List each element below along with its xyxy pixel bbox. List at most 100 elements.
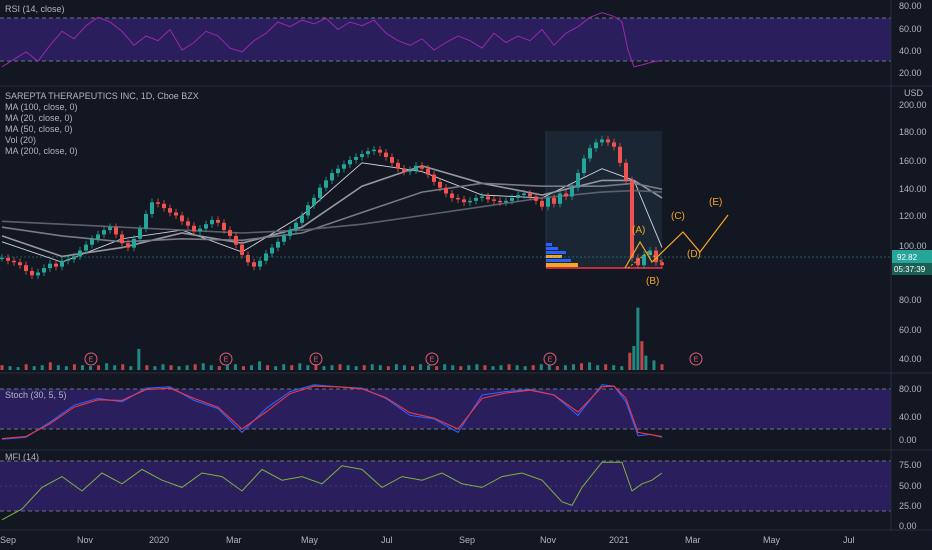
volume-bar bbox=[652, 360, 656, 370]
candle-body bbox=[558, 193, 562, 204]
volume-bar bbox=[632, 346, 636, 370]
ma-line bbox=[1, 164, 663, 258]
candle-body bbox=[30, 271, 34, 276]
volume-bar bbox=[640, 341, 644, 370]
stoch-legend[interactable]: Stoch (30, 5, 5) bbox=[5, 390, 67, 400]
volume-bar bbox=[314, 364, 318, 370]
candle-body bbox=[90, 238, 94, 245]
candle-body bbox=[108, 227, 112, 231]
earnings-marker[interactable] bbox=[309, 352, 323, 366]
volume-bar bbox=[56, 365, 60, 370]
candle-body bbox=[480, 196, 484, 198]
candle-body bbox=[78, 250, 82, 257]
candle-body bbox=[330, 173, 334, 181]
time-axis[interactable]: Sep Nov 2020 Mar May Jul Sep Nov 2021 Ma… bbox=[0, 535, 855, 545]
earnings-marker[interactable] bbox=[689, 352, 703, 366]
wave-label-e[interactable]: (E) bbox=[709, 197, 722, 208]
currency-label: USD bbox=[904, 88, 924, 98]
volume-pane[interactable] bbox=[0, 307, 664, 370]
volume-bar bbox=[644, 355, 648, 370]
volume-bar bbox=[523, 366, 527, 370]
symbol-title[interactable]: SAREPTA THERAPEUTICS INC, 1D, Cboe BZX bbox=[5, 91, 199, 101]
volume-bar bbox=[185, 365, 189, 370]
volume-bar bbox=[410, 366, 414, 370]
earnings-marker[interactable] bbox=[219, 352, 233, 366]
price-badge[interactable] bbox=[892, 250, 932, 263]
volume-bar bbox=[483, 365, 487, 370]
volume-bar bbox=[362, 365, 366, 370]
volume-bar bbox=[266, 365, 270, 370]
candle-body bbox=[408, 170, 412, 172]
price-axis[interactable]: 80.00 60.00 40.00 20.00 USD 200.00 180.0… bbox=[890, 0, 932, 531]
candle-body bbox=[546, 197, 550, 207]
time-label: 2021 bbox=[609, 535, 629, 545]
candle-body bbox=[534, 196, 538, 201]
stoch-tick: 0.00 bbox=[899, 435, 917, 445]
candle-body bbox=[48, 263, 52, 269]
indicator-ma20[interactable]: MA (20, close, 0) bbox=[5, 113, 73, 123]
rsi-tick: 40.00 bbox=[899, 46, 922, 56]
wave-label-d[interactable]: (D) bbox=[687, 249, 701, 260]
volume-profile-region[interactable] bbox=[546, 131, 662, 268]
stoch-pane[interactable]: Stoch (30, 5, 5) bbox=[0, 384, 891, 440]
volume-bar bbox=[555, 366, 559, 370]
candle-body bbox=[594, 142, 598, 149]
pane-separators[interactable] bbox=[0, 85, 932, 531]
volume-bar bbox=[443, 364, 447, 370]
volume-bar bbox=[612, 365, 616, 370]
candle-body bbox=[564, 193, 568, 197]
volume-bar bbox=[282, 364, 286, 370]
earnings-marker[interactable] bbox=[543, 352, 557, 366]
candle-body bbox=[354, 157, 358, 160]
volume-bar bbox=[459, 366, 463, 370]
volume-bar bbox=[370, 364, 374, 370]
volume-bar bbox=[580, 363, 584, 370]
indicator-ma100[interactable]: MA (100, close, 0) bbox=[5, 102, 78, 112]
mfi-pane[interactable]: MFI (14) bbox=[0, 452, 891, 521]
candle-body bbox=[252, 262, 256, 267]
rsi-tick: 80.00 bbox=[899, 1, 922, 11]
rsi-tick: 60.00 bbox=[899, 24, 922, 34]
earnings-marker[interactable] bbox=[425, 352, 439, 366]
price-pane[interactable]: SAREPTA THERAPEUTICS INC, 1D, Cboe BZX M… bbox=[0, 91, 891, 287]
candle-body bbox=[516, 195, 520, 198]
candle-body bbox=[72, 256, 76, 260]
rsi-legend[interactable]: RSI (14, close) bbox=[5, 4, 65, 14]
wave-label-b[interactable]: (B) bbox=[646, 276, 659, 287]
volume-bar bbox=[97, 365, 101, 370]
candle-body bbox=[156, 202, 160, 204]
indicator-ma200[interactable]: MA (200, close, 0) bbox=[5, 146, 78, 156]
volume-bar bbox=[596, 365, 600, 370]
candle-body bbox=[138, 228, 142, 239]
candle-body bbox=[576, 173, 580, 188]
candle-body bbox=[294, 222, 298, 231]
candle-body bbox=[240, 244, 244, 255]
mfi-legend[interactable]: MFI (14) bbox=[5, 452, 39, 462]
volume-bar bbox=[435, 366, 439, 370]
earnings-marker[interactable] bbox=[84, 352, 98, 366]
volume-bar bbox=[241, 366, 245, 370]
wave-path bbox=[624, 214, 729, 269]
volume-bar bbox=[563, 365, 567, 370]
candle-body bbox=[318, 187, 322, 198]
wave-label-a[interactable]: (A) bbox=[632, 225, 645, 236]
volume-bar bbox=[346, 365, 350, 370]
volume-bar bbox=[427, 365, 431, 370]
candle-body bbox=[450, 193, 454, 198]
volume-bar bbox=[588, 362, 592, 370]
earnings-markers[interactable]: E E E E E E bbox=[84, 352, 703, 366]
candle-body bbox=[360, 154, 364, 157]
candle-body bbox=[96, 234, 100, 239]
volume-bar bbox=[8, 366, 12, 370]
candle-body bbox=[132, 238, 136, 248]
indicator-ma50[interactable]: MA (50, close, 0) bbox=[5, 124, 73, 134]
countdown-badge[interactable] bbox=[892, 263, 932, 275]
rsi-line bbox=[1, 12, 663, 68]
candle-body bbox=[582, 158, 586, 174]
indicator-vol[interactable]: Vol (20) bbox=[5, 135, 36, 145]
time-label: May bbox=[763, 535, 781, 545]
rsi-pane[interactable]: RSI (14, close) bbox=[0, 4, 891, 68]
wave-label-c[interactable]: (C) bbox=[671, 211, 685, 222]
wave-projection[interactable]: (A) (B) (C) (D) (E) bbox=[624, 197, 729, 287]
